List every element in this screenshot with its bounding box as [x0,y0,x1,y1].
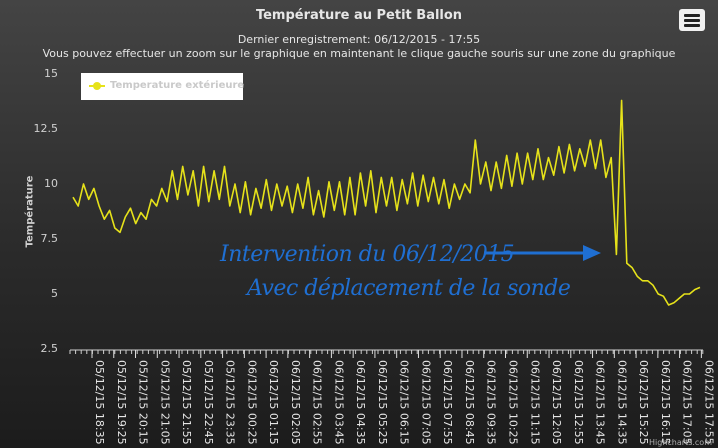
x-tick-label: 05/12/15 23:35 [224,360,237,445]
x-tick-label: 05/12/15 22:45 [202,360,215,445]
x-tick-label: 06/12/15 17:55 [702,360,715,445]
annotation-arrow-head [583,245,601,261]
y-tick-label: 5 [51,287,58,300]
x-tick-label: 06/12/15 17:05 [681,360,694,445]
x-tick-label: 06/12/15 08:45 [463,360,476,445]
x-tick-label: 06/12/15 07:55 [441,360,454,445]
legend[interactable]: Temperature extérieure [81,73,245,100]
highcharts-credit[interactable]: Highcharts.com [649,438,712,447]
y-tick-label: 7.5 [40,232,59,245]
hamburger-menu-icon[interactable] [679,9,705,31]
x-tick-label: 06/12/15 13:45 [594,360,607,445]
x-tick-label: 06/12/15 12:55 [572,360,585,445]
x-tick-label: 06/12/15 06:15 [398,360,411,445]
x-tick-label: 06/12/15 01:15 [267,360,280,445]
x-tick-label: 05/12/15 21:05 [158,360,171,445]
y-tick-label: 12.5 [33,122,59,135]
legend-item-label: Temperature extérieure [110,80,245,91]
x-tick-label: 06/12/15 10:25 [507,360,520,445]
legend-marker-icon [93,82,101,90]
x-tick-label: 06/12/15 03:45 [332,360,345,445]
x-tick-label: 06/12/15 00:25 [245,360,258,445]
y-tick-label: 2.5 [40,342,59,355]
annotation-line-2: Avec déplacement de la sonde [247,276,571,301]
annotation-line-1: Intervention du 06/12/2015 [220,242,515,267]
x-tick-label: 06/12/15 09:35 [485,360,498,445]
x-tick-label: 06/12/15 16:15 [659,360,672,445]
y-tick-label: 10 [44,177,58,190]
x-tick-label: 06/12/15 04:35 [354,360,367,445]
x-tick-label: 06/12/15 02:05 [289,360,302,445]
last-record-subtitle: Dernier enregistrement: 06/12/2015 - 17:… [237,33,481,46]
x-tick-label: 05/12/15 20:15 [137,360,150,445]
x-tick-label: 06/12/15 11:15 [528,360,541,445]
x-tick-label: 06/12/15 14:35 [615,360,628,445]
x-tick-label: 06/12/15 12:05 [550,360,563,445]
x-tick-label: 06/12/15 02:55 [311,360,324,445]
x-tick-label: 06/12/15 15:25 [637,360,650,445]
x-tick-label: 05/12/15 18:35 [93,360,106,445]
zoom-instructions-subtitle: Vous pouvez effectuer un zoom sur le gra… [42,47,676,60]
x-tick-label: 06/12/15 05:25 [376,360,389,445]
x-tick-label: 06/12/15 07:05 [419,360,432,445]
chart-title: Température au Petit Ballon [255,8,463,23]
x-tick-label: 05/12/15 19:25 [115,360,128,445]
series-line-temperature [72,99,701,306]
y-tick-label: 15 [44,67,58,80]
x-tick-label: 05/12/15 21:55 [180,360,193,445]
